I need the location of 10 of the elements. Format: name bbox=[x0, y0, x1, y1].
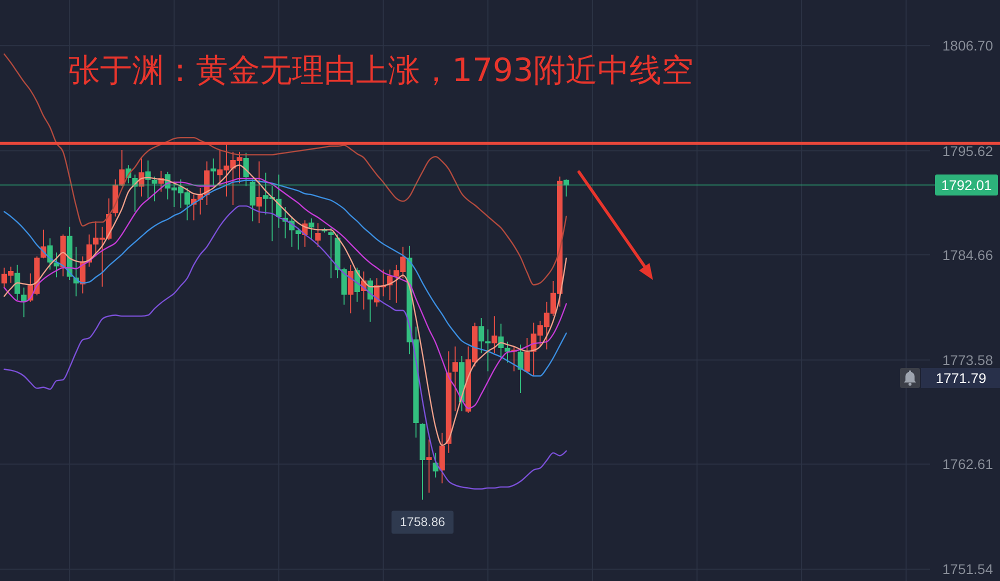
y-tick-label: 1762.61 bbox=[942, 456, 994, 472]
ref-line-label: 1792.01 bbox=[941, 177, 992, 194]
y-tick-label: 1795.62 bbox=[942, 142, 994, 159]
y-tick-label: 1806.70 bbox=[942, 38, 994, 54]
text: 1771.79 bbox=[936, 370, 987, 386]
y-tick-label: 1784.66 bbox=[942, 246, 994, 263]
y-tick-label: 1773.58 bbox=[942, 352, 994, 368]
text: 张于渊：黄金无理由上涨，1793附近中线空 bbox=[68, 51, 694, 89]
y-tick-label: 1751.54 bbox=[942, 561, 994, 578]
annotation: 1758.86 bbox=[400, 515, 446, 530]
